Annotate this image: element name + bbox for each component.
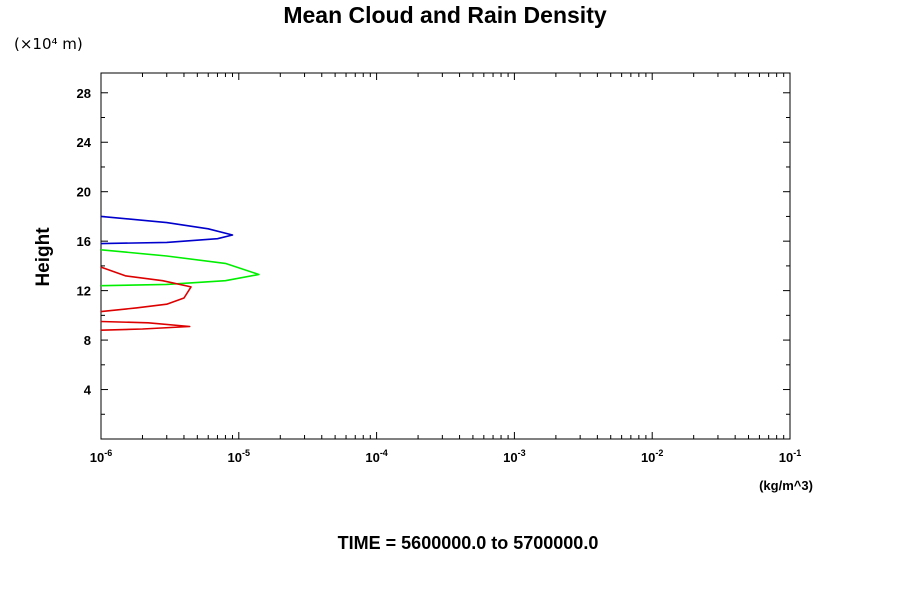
x-tick-label-base: 10 [365, 450, 379, 465]
x-tick-label-base: 10 [641, 450, 655, 465]
x-tick-label-exponent: -2 [655, 448, 663, 458]
x-tick-label-base: 10 [503, 450, 517, 465]
plot-area [100, 72, 791, 440]
y-tick-label: 12 [77, 284, 91, 299]
y-tick-label: 16 [77, 234, 91, 249]
axis-ticks [100, 73, 790, 439]
y-tick-label: 20 [77, 185, 91, 200]
x-tick-label: 10-5 [228, 448, 250, 465]
x-axis-unit-label: (kg/m^3) [759, 478, 813, 493]
series-line-2 [100, 249, 260, 287]
y-scale-label: (×10⁴ m) [14, 35, 83, 53]
series-layer [100, 215, 260, 331]
x-tick-label: 10-3 [503, 448, 525, 465]
x-tick-label: 10-4 [365, 448, 387, 465]
x-tick-label-base: 10 [779, 450, 793, 465]
time-range-label: TIME = 5600000.0 to 5700000.0 [338, 533, 599, 553]
y-axis-label: Height [33, 227, 54, 287]
x-tick-label-exponent: -5 [242, 448, 250, 458]
y-tick-label: 24 [77, 135, 92, 150]
x-tick-label: 10-1 [779, 448, 801, 465]
x-tick-label-base: 10 [228, 450, 242, 465]
y-tick-label: 4 [84, 383, 92, 398]
series-line-4 [100, 320, 191, 331]
x-tick-label-exponent: -1 [793, 448, 801, 458]
series-line-1 [100, 215, 234, 245]
x-tick-label-base: 10 [90, 450, 104, 465]
series-line-3 [100, 266, 192, 313]
y-tick-label: 28 [77, 86, 91, 101]
y-tick-label: 8 [84, 333, 91, 348]
plot-frame [100, 72, 791, 440]
x-tick-label-exponent: -3 [518, 448, 526, 458]
x-tick-label: 10-2 [641, 448, 663, 465]
x-tick-label-exponent: -6 [104, 448, 112, 458]
x-tick-label-exponent: -4 [380, 448, 388, 458]
x-tick-label: 10-6 [90, 448, 112, 465]
chart-title: Mean Cloud and Rain Density [283, 2, 607, 28]
